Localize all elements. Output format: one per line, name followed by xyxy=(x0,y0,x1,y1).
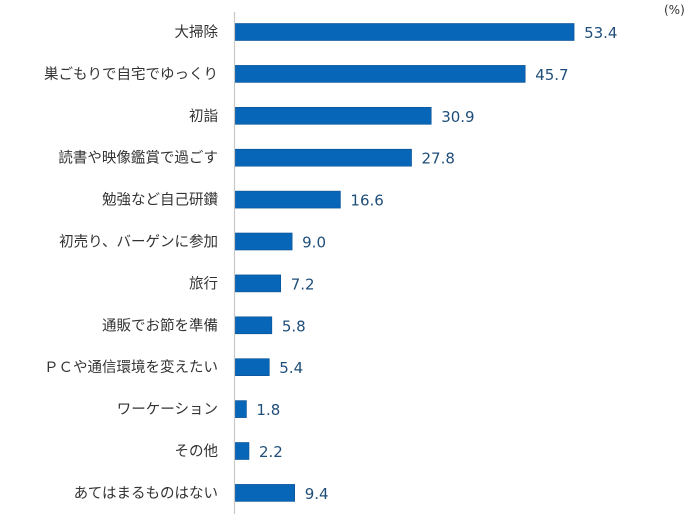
category-label: 読書や映像鑑賞で過ごす xyxy=(58,150,218,167)
bar xyxy=(234,442,250,460)
category-label: 旅行 xyxy=(189,275,218,292)
bar xyxy=(234,65,526,83)
category-label: 通販でお節を準備 xyxy=(102,316,218,334)
category-label: 初売り、バーゲンに参加 xyxy=(59,234,218,251)
category-label: 初詣 xyxy=(189,108,218,125)
unit-label: (%) xyxy=(664,3,685,17)
data-label: 53.4 xyxy=(584,24,617,42)
data-label: 9.4 xyxy=(305,485,329,503)
category-label: ＰＣや通信環境を変えたい xyxy=(44,358,218,376)
category-label: その他 xyxy=(175,443,219,460)
bar xyxy=(234,274,282,293)
category-label: 巣ごもりで自宅でゆっくり xyxy=(44,66,218,83)
bar xyxy=(234,232,293,251)
data-label: 2.2 xyxy=(259,443,283,461)
bar xyxy=(234,23,575,41)
category-label: あてはまるものはない xyxy=(74,485,218,502)
bar xyxy=(234,400,247,418)
data-label: 5.8 xyxy=(282,317,306,335)
data-label: 45.7 xyxy=(535,66,568,84)
data-label: 27.8 xyxy=(422,150,455,168)
category-label: 大掃除 xyxy=(175,23,219,41)
data-label: 30.9 xyxy=(441,108,474,126)
category-label: 勉強など自己研鑽 xyxy=(102,192,218,209)
bar xyxy=(234,316,273,335)
data-label: 5.4 xyxy=(279,359,303,377)
bar xyxy=(234,107,432,125)
data-label: 16.6 xyxy=(350,192,383,210)
bar xyxy=(234,148,412,167)
bar xyxy=(234,358,270,377)
category-label: ワーケーション xyxy=(117,401,218,418)
data-label: 9.0 xyxy=(302,234,326,252)
data-label: 1.8 xyxy=(256,401,280,419)
bar xyxy=(234,484,295,502)
data-label: 7.2 xyxy=(291,275,315,293)
bar xyxy=(234,190,341,209)
